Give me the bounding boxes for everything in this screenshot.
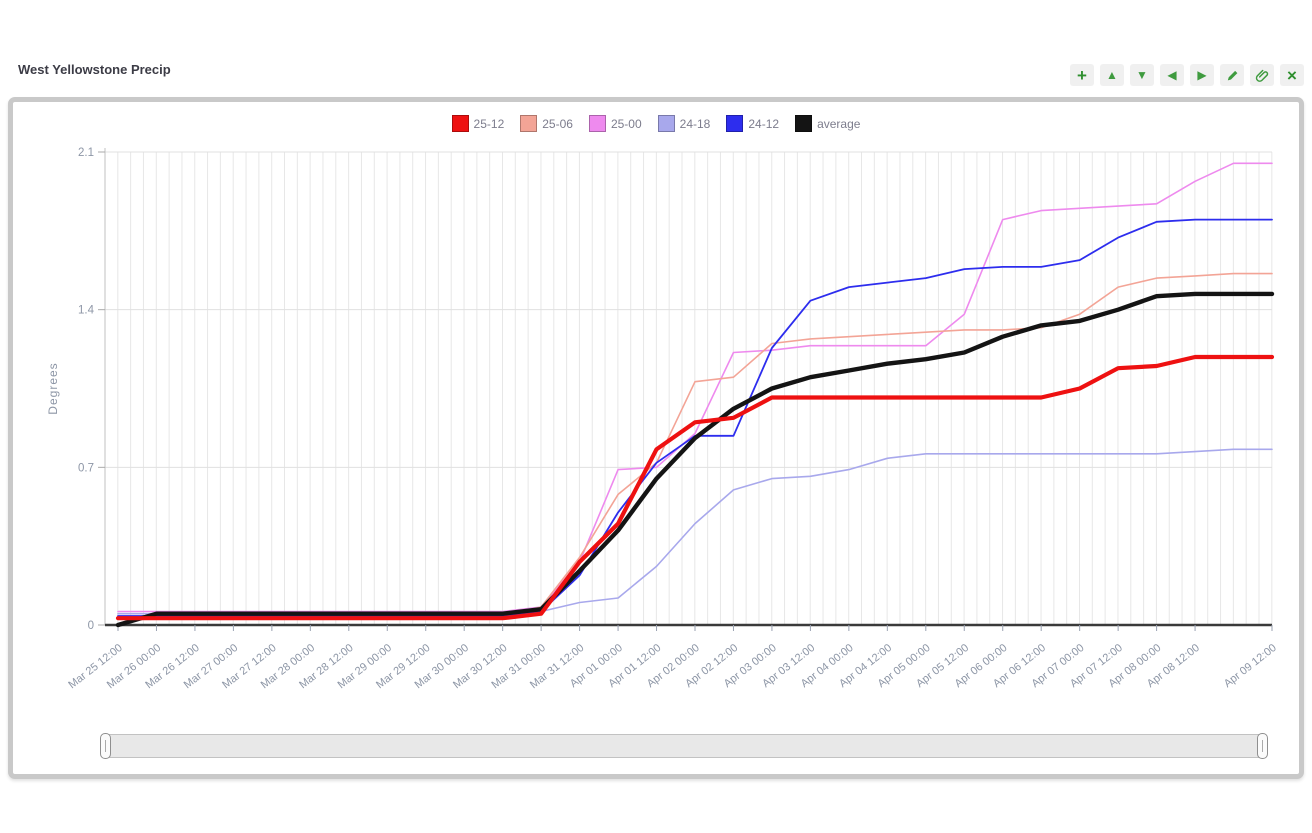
move-right-icon: ▶ (1197, 68, 1207, 82)
y-tick-label: 0.7 (78, 462, 94, 474)
x-tick-label: Apr 09 12:00 (1222, 642, 1279, 690)
toolbar-button-move-left[interactable]: ◀ (1160, 64, 1184, 86)
legend-item-24-18: 24-18 (657, 115, 711, 132)
toolbar-button-move-up[interactable]: ▲ (1100, 64, 1124, 86)
paperclip-icon (1255, 69, 1268, 82)
series-line-25-12 (115, 354, 1275, 621)
legend-swatch-24-12 (726, 115, 744, 132)
toolbar-button-edit[interactable] (1220, 64, 1244, 86)
legend-swatch-24-18 (657, 115, 675, 132)
y-tick-label: 1.4 (78, 305, 95, 317)
y-tick-label: 0 (88, 620, 94, 632)
add-icon: + (1077, 65, 1087, 85)
legend-item-25-12: 25-12 (451, 115, 505, 132)
y-tick-label: 2.1 (78, 147, 94, 159)
legend-label: 25-00 (610, 116, 642, 131)
toolbar-button-add[interactable]: + (1070, 64, 1094, 86)
toolbar-button-move-down[interactable]: ▼ (1130, 64, 1154, 86)
legend-label: 24-12 (748, 116, 780, 131)
range-handle-right[interactable] (1257, 733, 1268, 759)
y-axis-title: Degrees (46, 362, 60, 414)
legend-swatch-25-06 (520, 115, 538, 132)
legend-swatch-25-00 (588, 115, 606, 132)
legend-item-average: average (795, 115, 860, 132)
toolbar-button-move-right[interactable]: ▶ (1190, 64, 1214, 86)
legend-label: 25-12 (473, 116, 505, 131)
move-down-icon: ▼ (1136, 68, 1148, 82)
legend-label: average (817, 116, 861, 131)
move-left-icon: ◀ (1167, 68, 1177, 82)
legend-item-24-12: 24-12 (726, 115, 779, 132)
chart-legend: 25-12 25-06 25-00 24-18 24-12 average (13, 115, 1299, 132)
legend-label: 25-06 (542, 116, 573, 131)
legend-item-25-06: 25-06 (520, 115, 573, 132)
time-range-scrollbar[interactable] (100, 733, 1268, 759)
close-icon: × (1287, 65, 1297, 85)
legend-item-25-00: 25-00 (588, 115, 642, 132)
range-handle-left[interactable] (100, 733, 111, 759)
pencil-icon (1227, 70, 1237, 80)
legend-swatch-average (795, 115, 813, 132)
legend-swatch-25-12 (451, 115, 469, 132)
toolbar-button-attach[interactable] (1250, 64, 1274, 86)
series-line-average (115, 291, 1275, 628)
page-title: West Yellowstone Precip (18, 62, 171, 77)
move-up-icon: ▲ (1106, 68, 1118, 82)
widget-toolbar: + ▲ ▼ ◀ ▶ × (1070, 64, 1304, 86)
chart-panel: 25-12 25-06 25-00 24-18 24-12 average 0 0.7 1.4… (8, 97, 1304, 779)
legend-label: 24-18 (679, 116, 711, 131)
toolbar-button-close[interactable]: × (1280, 64, 1304, 86)
